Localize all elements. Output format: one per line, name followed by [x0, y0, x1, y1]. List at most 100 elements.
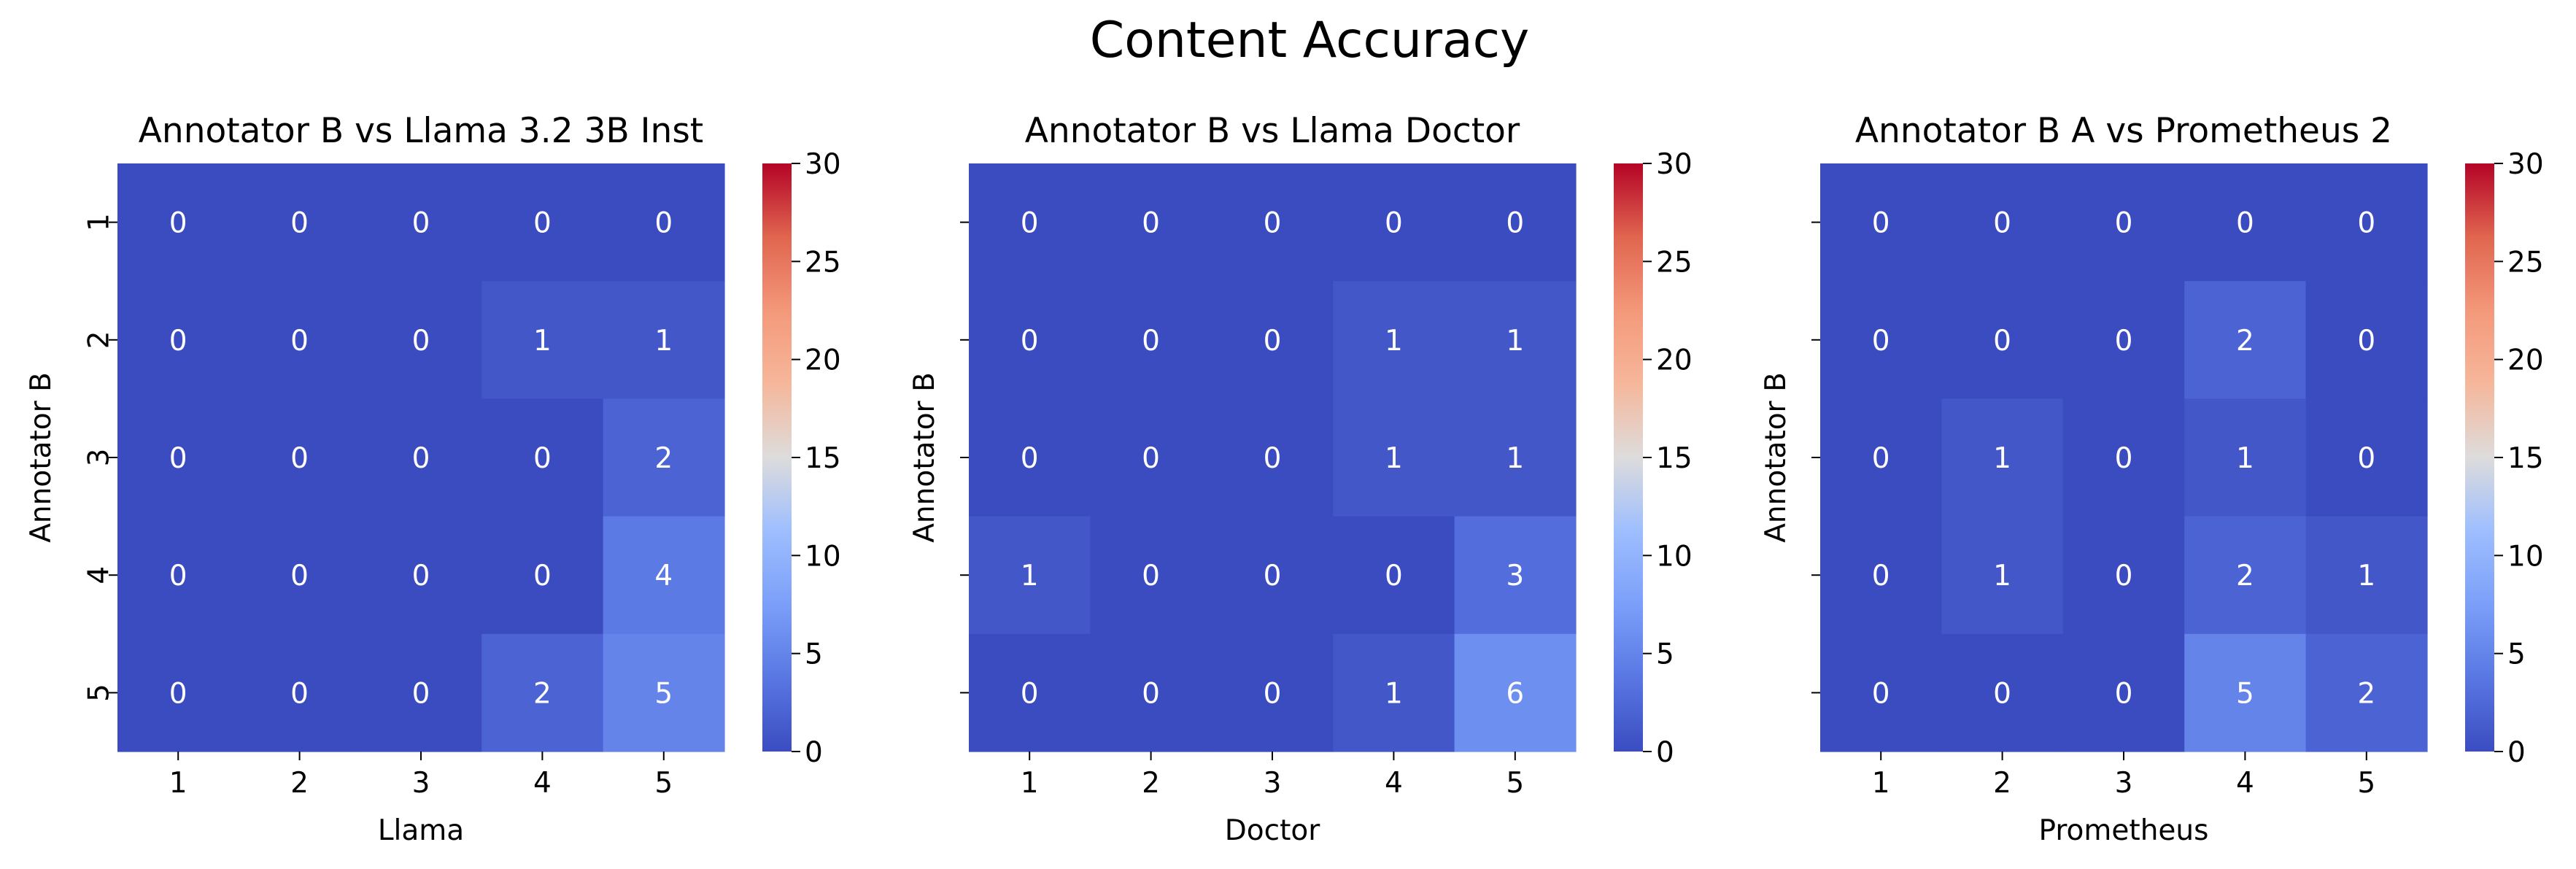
- cell-value-label: 0: [1385, 560, 1403, 592]
- cell-value-label: 0: [169, 207, 187, 240]
- cell-value-label: 0: [1142, 560, 1160, 592]
- heatmap-cell: [1454, 633, 1577, 752]
- cell-value-label: 0: [1021, 207, 1039, 240]
- heatmap-cell: [1941, 281, 2064, 399]
- heatmap-cell: [1090, 398, 1212, 517]
- heatmap-cell: [603, 398, 725, 517]
- heatmap-cell: [360, 281, 482, 399]
- colorbar-tick-label: 15: [1656, 442, 1693, 475]
- cell-value-label: 0: [1264, 207, 1282, 240]
- cell-value-label: 2: [654, 442, 673, 475]
- heatmap-cell: [2305, 398, 2428, 517]
- x-tick-label: 1: [1021, 767, 1039, 800]
- colorbar-tick-label: 30: [2507, 148, 2544, 181]
- cell-value-label: 2: [2236, 560, 2254, 592]
- cell-value-label: 0: [2115, 207, 2133, 240]
- cell-value-label: 0: [1264, 560, 1282, 592]
- heatmap-cell: [239, 516, 361, 635]
- heatmap-cell: [603, 281, 725, 399]
- cell-value-label: 0: [412, 207, 430, 240]
- cell-value-label: 0: [1872, 207, 1890, 240]
- heatmap-cell: [969, 633, 1091, 752]
- colorbar-tick-label: 0: [2507, 736, 2526, 769]
- heatmap-cell: [1820, 516, 1942, 635]
- colorbar-tick-label: 5: [1656, 638, 1674, 671]
- panel-title: Annotator B vs Llama 3.2 3B Inst: [139, 111, 704, 151]
- figure-title: Content Accuracy: [1090, 12, 1530, 69]
- cell-value-label: 0: [533, 207, 552, 240]
- heatmap-cell: [1090, 516, 1212, 635]
- cell-value-label: 0: [412, 442, 430, 475]
- cell-value-label: 0: [2357, 442, 2375, 475]
- heatmap-cell: [360, 398, 482, 517]
- cell-value-label: 0: [2115, 442, 2133, 475]
- heatmap-cell: [360, 633, 482, 752]
- heatmap-cell: [360, 163, 482, 282]
- heatmap-cell: [1090, 281, 1212, 399]
- heatmap-cell: [1454, 281, 1577, 399]
- x-axis-label: Llama: [378, 814, 464, 847]
- cell-value-label: 1: [1993, 560, 2011, 592]
- colorbar-tick-label: 30: [805, 148, 841, 181]
- x-tick-label: 2: [1993, 767, 2011, 800]
- colorbar-tick-label: 10: [2507, 540, 2544, 573]
- cell-value-label: 1: [654, 325, 673, 358]
- cell-value-label: 2: [2357, 677, 2375, 710]
- heatmap-cell: [360, 516, 482, 635]
- colorbar-tick-label: 10: [1656, 540, 1693, 573]
- heatmap-cell: [2062, 163, 2185, 282]
- y-axis-label: Annotator B: [1760, 372, 1792, 543]
- heatmap-cell: [1820, 163, 1942, 282]
- heatmap-cell: [239, 633, 361, 752]
- heatmap-cell: [1333, 516, 1455, 635]
- x-tick-label: 1: [169, 767, 187, 800]
- cell-value-label: 3: [1506, 560, 1524, 592]
- heatmap-cell: [117, 398, 239, 517]
- heatmap-cell: [1211, 633, 1334, 752]
- heatmap-cell: [2305, 516, 2428, 635]
- heatmap-cell: [1941, 398, 2064, 517]
- heatmap-cell: [969, 163, 1091, 282]
- cell-value-label: 0: [412, 325, 430, 358]
- colorbar-tick-label: 25: [1656, 246, 1693, 279]
- heatmap-cell: [481, 516, 604, 635]
- cell-value-label: 0: [290, 560, 309, 592]
- heatmap-cell: [2184, 398, 2307, 517]
- y-tick-label: 3: [83, 449, 116, 467]
- heatmap-cell: [1333, 633, 1455, 752]
- heatmap-cell: [969, 516, 1091, 635]
- heatmap-cell: [1941, 516, 2064, 635]
- heatmap-cell: [1211, 163, 1334, 282]
- y-tick-label: 2: [83, 331, 116, 349]
- cell-value-label: 6: [1506, 677, 1524, 710]
- cell-value-label: 0: [2115, 560, 2133, 592]
- cell-value-label: 0: [1264, 325, 1282, 358]
- heatmap-cell: [1454, 398, 1577, 517]
- cell-value-label: 0: [1385, 207, 1403, 240]
- cell-value-label: 4: [654, 560, 673, 592]
- heatmap-cell: [481, 163, 604, 282]
- colorbar-tick-label: 0: [1656, 736, 1674, 769]
- cell-value-label: 0: [412, 677, 430, 710]
- colorbar-tick-label: 20: [1656, 344, 1693, 377]
- cell-value-label: 5: [654, 677, 673, 710]
- cell-value-label: 0: [1264, 442, 1282, 475]
- heatmap-cell: [603, 516, 725, 635]
- cell-value-label: 0: [169, 325, 187, 358]
- heatmap-cell: [2062, 281, 2185, 399]
- heatmap-panel-1: Annotator B vs Llama 3.2 3B Inst 0 0 0 0 0 0 0 0…: [25, 111, 841, 847]
- heatmap-cell: [1333, 163, 1455, 282]
- cell-value-label: 0: [1993, 325, 2011, 358]
- x-tick-label: 2: [1142, 767, 1160, 800]
- cell-value-label: 0: [1872, 325, 1890, 358]
- cell-value-label: 0: [290, 442, 309, 475]
- heatmap-cell: [2184, 633, 2307, 752]
- cell-value-label: 0: [533, 560, 552, 592]
- cell-value-label: 0: [169, 442, 187, 475]
- heatmap-cell: [603, 633, 725, 752]
- cell-value-label: 1: [1021, 560, 1039, 592]
- cell-value-label: 1: [2236, 442, 2254, 475]
- colorbar-tick-label: 20: [805, 344, 841, 377]
- colorbar-tick-label: 15: [805, 442, 841, 475]
